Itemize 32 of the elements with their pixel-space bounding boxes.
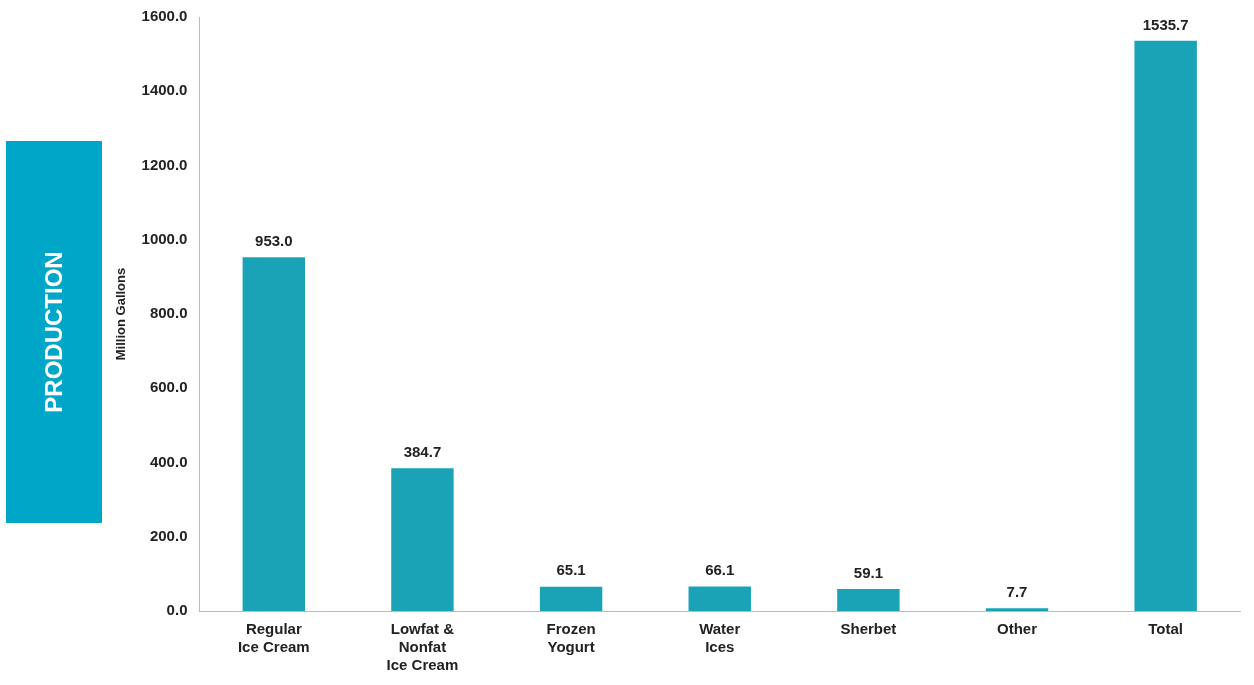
data-label: 59.1 [853,563,883,581]
x-tick-label: Water Ices [699,620,741,656]
data-label: 1535.7 [1142,15,1189,33]
bar [837,589,900,611]
x-tick-label: Frozen Yogurt [546,620,596,656]
bar [391,468,454,611]
y-tick-label: 1000.0 [141,229,188,247]
data-label: 384.7 [403,442,442,460]
bar [1134,40,1197,611]
x-tick-label: Other [997,620,1038,638]
bar [242,257,306,611]
y-tick-label: 800.0 [149,304,188,322]
y-axis-title: Million Gallons [113,267,129,361]
y-tick-label: 1400.0 [141,81,188,99]
bar [985,608,1049,611]
x-tick-label: Regular Ice Cream [237,620,310,656]
text: PRODUCTION [40,251,68,413]
bar [539,586,603,611]
data-label: 953.0 [255,231,293,249]
y-tick-label: 600.0 [149,378,188,396]
x-tick-label: Total [1148,620,1184,638]
y-tick-label: 200.0 [149,526,188,544]
y-tick-label: 0.0 [166,601,188,619]
x-tick-label: Lowfat & Nonfat Ice Cream [386,620,459,674]
y-tick-label: 400.0 [149,452,188,470]
y-tick-label: 1200.0 [141,155,188,173]
data-label: 66.1 [705,561,735,579]
data-label: 7.7 [1006,582,1028,600]
x-tick-label: Sherbet [840,620,897,638]
bar [688,586,751,611]
y-tick-label: 1600.0 [141,7,188,25]
data-label: 65.1 [556,561,586,579]
